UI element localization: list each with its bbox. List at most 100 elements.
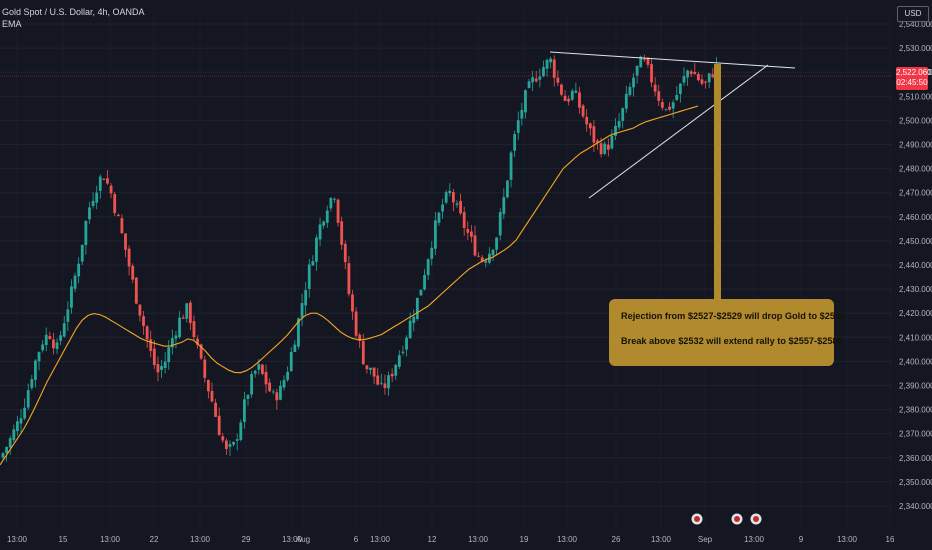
price-tick-label: 2,480.000 xyxy=(899,165,932,174)
candle-body xyxy=(297,318,300,347)
candle-body xyxy=(5,447,9,454)
candle-body xyxy=(369,367,372,371)
candle-body xyxy=(423,274,426,290)
candle-body xyxy=(354,311,358,336)
candle-body xyxy=(581,105,585,117)
time-tick-label: 19 xyxy=(520,535,529,544)
price-tick-label: 2,360.000 xyxy=(899,454,932,463)
candle-body xyxy=(127,248,131,267)
candle-body xyxy=(394,364,398,376)
candle-body xyxy=(686,70,689,78)
candle-body xyxy=(534,78,538,82)
candle-body xyxy=(214,402,217,417)
candle-body xyxy=(30,379,34,388)
price-tick-label: 2,410.000 xyxy=(899,333,932,342)
candle-body xyxy=(16,421,19,432)
price-tick-label: 2,350.000 xyxy=(899,478,932,487)
price-tick-label: 2,490.000 xyxy=(899,141,932,150)
annotation-line-1: Rejection from $2527-$2529 will drop Gol… xyxy=(621,311,846,321)
price-tick-label: 2,500.000 xyxy=(899,116,932,125)
candle-body xyxy=(545,59,549,69)
candle-body xyxy=(567,98,571,102)
price-tick-label: 2,530.000 xyxy=(899,44,932,53)
candle-body xyxy=(419,289,423,296)
candle-body xyxy=(1,453,5,458)
time-tick-label: 13:00 xyxy=(744,535,765,544)
candle-body xyxy=(383,383,387,388)
time-tick-label: 13:00 xyxy=(468,535,489,544)
candle-body xyxy=(351,294,354,312)
candle-body xyxy=(318,224,322,240)
candle-body xyxy=(8,438,12,448)
candle-body xyxy=(239,422,243,440)
candle-body xyxy=(650,64,653,83)
candle-body xyxy=(253,370,257,374)
candle-body xyxy=(632,77,635,88)
candle-body xyxy=(653,84,657,92)
candle-body xyxy=(635,65,639,76)
candle-body xyxy=(678,83,682,95)
annotation-line-2: Break above $2532 will extend rally to $… xyxy=(621,336,843,346)
candle-body xyxy=(560,84,563,95)
candle-body xyxy=(646,57,650,65)
candle-body xyxy=(293,344,297,352)
candle-body xyxy=(361,341,365,365)
time-tick-label: Aug xyxy=(296,535,310,544)
candle-body xyxy=(563,95,567,102)
candle-body xyxy=(405,337,408,350)
candle-body xyxy=(167,347,171,363)
candle-body xyxy=(88,207,91,220)
candle-body xyxy=(469,231,473,237)
price-axis: 2,540.0002,530.0002,520.0002,510.0002,50… xyxy=(899,20,932,511)
candle-body xyxy=(44,334,48,346)
candle-body xyxy=(387,375,390,389)
candle-body xyxy=(188,302,192,324)
candle-body xyxy=(603,143,607,154)
candle-body xyxy=(181,317,185,319)
candle-body xyxy=(585,116,589,125)
candle-body xyxy=(217,415,221,436)
candle-body xyxy=(12,429,16,441)
candle-body xyxy=(347,263,351,295)
candle-body xyxy=(570,90,574,100)
indicator-label[interactable]: EMA xyxy=(2,19,22,29)
symbol-title[interactable]: Gold Spot / U.S. Dollar, 4h, OANDA xyxy=(2,7,145,17)
candle-body xyxy=(289,351,293,372)
candle-body xyxy=(149,339,153,351)
candle-body xyxy=(614,125,617,136)
annotation-box[interactable]: Rejection from $2527-$2529 will drop Gol… xyxy=(609,299,845,366)
candle-body xyxy=(178,317,181,338)
candle-body xyxy=(268,382,272,392)
candle-body xyxy=(599,143,603,155)
candle-body xyxy=(170,338,174,348)
candle-body xyxy=(509,152,513,180)
price-tick-label: 2,370.000 xyxy=(899,430,932,439)
candle-body xyxy=(246,395,250,399)
candle-body xyxy=(192,321,196,338)
candle-body xyxy=(235,439,239,441)
currency-button[interactable]: USD xyxy=(897,6,929,22)
candle-body xyxy=(250,374,254,395)
candle-body xyxy=(19,418,23,424)
time-tick-label: Sep xyxy=(698,535,713,544)
time-tick-label: 13:00 xyxy=(557,535,578,544)
candle-body xyxy=(152,348,156,366)
candle-body xyxy=(412,316,416,324)
candle-body xyxy=(210,390,214,402)
candle-body xyxy=(660,102,664,108)
price-tick-label: 2,510.000 xyxy=(899,92,932,101)
candle-body xyxy=(206,380,210,392)
price-tick-label: 2,400.000 xyxy=(899,357,932,366)
candle-body xyxy=(538,76,542,80)
candle-body xyxy=(95,192,99,203)
candle-body xyxy=(491,249,495,256)
candle-body xyxy=(145,326,149,340)
time-tick-label: 13:00 xyxy=(370,535,391,544)
price-tick-label: 2,420.000 xyxy=(899,309,932,318)
candle-body xyxy=(520,109,524,119)
time-tick-label: 13:00 xyxy=(7,535,28,544)
candle-body xyxy=(480,257,484,262)
time-tick-label: 22 xyxy=(150,535,159,544)
candle-body xyxy=(286,371,290,380)
